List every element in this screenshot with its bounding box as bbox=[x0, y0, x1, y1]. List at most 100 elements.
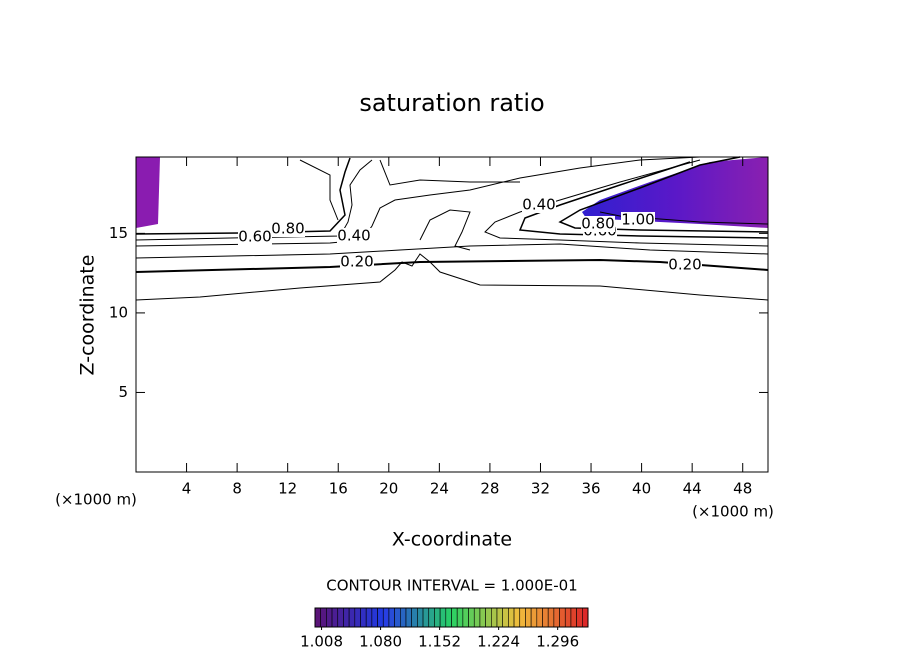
colorbar-swatch bbox=[360, 607, 367, 628]
colorbar-swatch bbox=[508, 607, 515, 628]
x-unit: (×1000 m) bbox=[692, 503, 774, 521]
colorbar-swatch bbox=[337, 607, 344, 628]
contour-line bbox=[518, 161, 769, 239]
shaded-region bbox=[136, 157, 160, 228]
colorbar-swatch bbox=[536, 607, 543, 628]
colorbar-swatch bbox=[542, 607, 549, 628]
colorbar-swatch bbox=[530, 607, 538, 628]
contour-label-bg bbox=[522, 197, 556, 213]
colorbar-swatch bbox=[422, 607, 430, 628]
colorbar-swatch bbox=[382, 607, 390, 628]
y-tick-label: 15 bbox=[109, 224, 128, 242]
y-tick-label: 5 bbox=[118, 383, 128, 401]
colorbar-swatch bbox=[343, 607, 350, 628]
x-tick-label: 24 bbox=[430, 480, 449, 498]
colorbar-swatch bbox=[348, 607, 356, 628]
colorbar-swatch bbox=[394, 607, 401, 628]
x-tick-label: 40 bbox=[632, 480, 651, 498]
contour-label: 0.40 bbox=[522, 196, 555, 214]
x-tick-label: 16 bbox=[329, 480, 348, 498]
contour-line bbox=[558, 156, 769, 233]
colorbar-swatch bbox=[462, 607, 469, 628]
colorbar-swatch bbox=[473, 607, 481, 628]
colorbar-swatch bbox=[479, 607, 486, 628]
x-tick-label: 48 bbox=[733, 480, 752, 498]
contour-line bbox=[599, 211, 769, 225]
contour-label-bg bbox=[238, 229, 272, 245]
x-tick-label: 12 bbox=[278, 480, 297, 498]
y-unit: (×1000 m) bbox=[55, 491, 137, 509]
contour-line bbox=[419, 209, 471, 251]
contour-line bbox=[299, 159, 339, 221]
colorbar-swatch bbox=[582, 607, 589, 628]
colorbar-swatch bbox=[439, 607, 447, 628]
colorbar-swatch bbox=[445, 607, 452, 628]
contour-line bbox=[135, 253, 769, 301]
x-tick-label: 36 bbox=[581, 480, 600, 498]
contour-label: 0.60 bbox=[238, 228, 271, 246]
contour-line bbox=[379, 159, 520, 186]
shaded-region bbox=[582, 157, 768, 228]
colorbar-tick-label: 1.008 bbox=[300, 633, 343, 651]
contour-interval: CONTOUR INTERVAL = 1.000E-01 bbox=[326, 577, 577, 595]
colorbar-swatch bbox=[371, 607, 378, 628]
colorbar-swatch bbox=[411, 607, 418, 628]
colorbar-swatch bbox=[570, 607, 577, 628]
colorbar-tick-label: 1.296 bbox=[536, 633, 579, 651]
x-tick-label: 32 bbox=[531, 480, 550, 498]
colorbar-swatch bbox=[525, 607, 532, 628]
colorbar-swatch bbox=[564, 607, 572, 628]
colorbar-swatch bbox=[377, 607, 384, 628]
colorbar-swatch bbox=[456, 607, 464, 628]
colorbar-frame bbox=[314, 607, 589, 628]
colorbar-swatch bbox=[326, 607, 333, 628]
colorbar-swatch bbox=[365, 607, 373, 628]
contour-label-bg bbox=[340, 254, 374, 270]
colorbar-swatch bbox=[559, 607, 566, 628]
colorbar-swatch bbox=[314, 607, 321, 628]
contour-label-bg bbox=[668, 257, 702, 273]
contour-label: 1.00 bbox=[621, 211, 654, 229]
x-tick-label: 8 bbox=[232, 480, 242, 498]
colorbar-tick-label: 1.080 bbox=[359, 633, 402, 651]
y-tick-label: 10 bbox=[109, 303, 128, 321]
colorbar-swatch bbox=[519, 607, 526, 628]
contour-label: 0.40 bbox=[337, 227, 370, 245]
colorbar-swatch bbox=[491, 607, 498, 628]
x-tick-label: 20 bbox=[379, 480, 398, 498]
colorbar-tick-label: 1.152 bbox=[418, 633, 461, 651]
colorbar-swatch bbox=[434, 607, 441, 628]
colorbar-tick-label: 1.224 bbox=[477, 633, 520, 651]
colorbar-swatch bbox=[451, 607, 458, 628]
colorbar-swatch bbox=[468, 607, 475, 628]
colorbar-swatch bbox=[400, 607, 407, 628]
contour-line bbox=[484, 159, 769, 247]
contour-label-bg bbox=[581, 216, 615, 232]
x-axis-label: X-coordinate bbox=[392, 529, 512, 551]
contour-label: 0.80 bbox=[581, 215, 614, 233]
x-tick-label: 4 bbox=[182, 480, 192, 498]
contour-label: 0.20 bbox=[668, 256, 701, 274]
contour-label: 0.20 bbox=[340, 253, 373, 271]
x-tick-label: 28 bbox=[480, 480, 499, 498]
colorbar-swatch bbox=[417, 607, 424, 628]
colorbar-swatch bbox=[553, 607, 560, 628]
chart-title: saturation ratio bbox=[359, 89, 544, 117]
contour-line bbox=[135, 243, 769, 259]
colorbar-swatch bbox=[485, 607, 492, 628]
contour-label-bg bbox=[337, 228, 371, 244]
colorbar-swatch bbox=[496, 607, 503, 628]
colorbar-swatch bbox=[320, 607, 327, 628]
contour-label-bg bbox=[621, 212, 655, 228]
colorbar-swatch bbox=[513, 607, 521, 628]
plot-frame bbox=[135, 156, 769, 473]
colorbar-swatch bbox=[576, 607, 583, 628]
y-axis-label: Z-coordinate bbox=[77, 255, 99, 376]
colorbar-swatch bbox=[428, 607, 435, 628]
x-tick-label: 44 bbox=[683, 480, 702, 498]
colorbar-swatch bbox=[331, 607, 339, 628]
colorbar-swatch bbox=[354, 607, 361, 628]
colorbar-swatch bbox=[388, 607, 395, 628]
colorbar-swatch bbox=[405, 607, 412, 628]
